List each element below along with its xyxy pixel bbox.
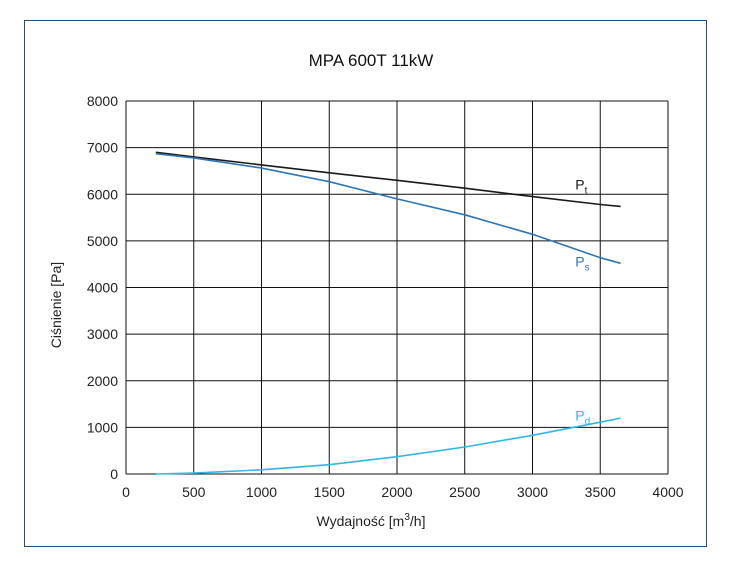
series-label-ps: Ps [575,254,589,274]
line-chart: MPA 600T 11kW 0 500 1000 1500 2000 2500 3000 35… [48,51,684,529]
series-line-pd [155,417,621,475]
series-label-sub: s [585,263,590,274]
y-tick-label: 0 [110,466,118,482]
series-label-pd: Pd [575,407,590,427]
x-tick-label: 2500 [449,484,480,500]
series-line-pt [155,151,621,208]
x-axis-label-sup: 3 [404,512,410,523]
x-tick-label: 3500 [585,484,616,500]
y-tick-label: 3000 [87,326,118,342]
series-label-main: P [575,177,584,193]
series-label-sub: d [585,416,591,427]
x-tick-label: 4000 [652,484,683,500]
y-tick-label: 1000 [87,419,118,435]
y-tick-label: 4000 [87,280,118,296]
series-label-sub: t [585,186,588,197]
y-tick-label: 8000 [87,93,118,109]
x-axis-label: Wydajność [m3/h] [317,512,426,529]
series-line-ps [155,152,621,265]
x-tick-label: 0 [122,484,130,500]
grid-lines [125,100,669,475]
y-tick-label: 7000 [87,140,118,156]
x-tick-label: 2000 [381,484,412,500]
x-tick-label: 3000 [517,484,548,500]
y-tick-labels: 0 1000 2000 3000 4000 5000 6000 7000 8000 [87,93,118,482]
x-axis-label-main: Wydajność [m [317,513,405,529]
series-lines [155,151,621,475]
chart-frame: MPA 600T 11kW 0 500 1000 1500 2000 2500 3000 35… [24,20,707,547]
x-tick-label: 1000 [246,484,277,500]
y-tick-label: 2000 [87,373,118,389]
x-axis-label-tail: /h] [410,513,426,529]
series-label-main: P [575,407,584,423]
x-tick-labels: 0 500 1000 1500 2000 2500 3000 3500 4000 [122,484,684,500]
series-label-main: P [575,254,584,270]
x-tick-label: 1500 [314,484,345,500]
x-tick-label: 500 [182,484,206,500]
y-tick-label: 6000 [87,186,118,202]
chart-title: MPA 600T 11kW [309,51,434,70]
y-tick-label: 5000 [87,233,118,249]
series-label-pt: Pt [575,177,587,197]
y-axis-label: Ciśnienie [Pa] [48,262,64,348]
